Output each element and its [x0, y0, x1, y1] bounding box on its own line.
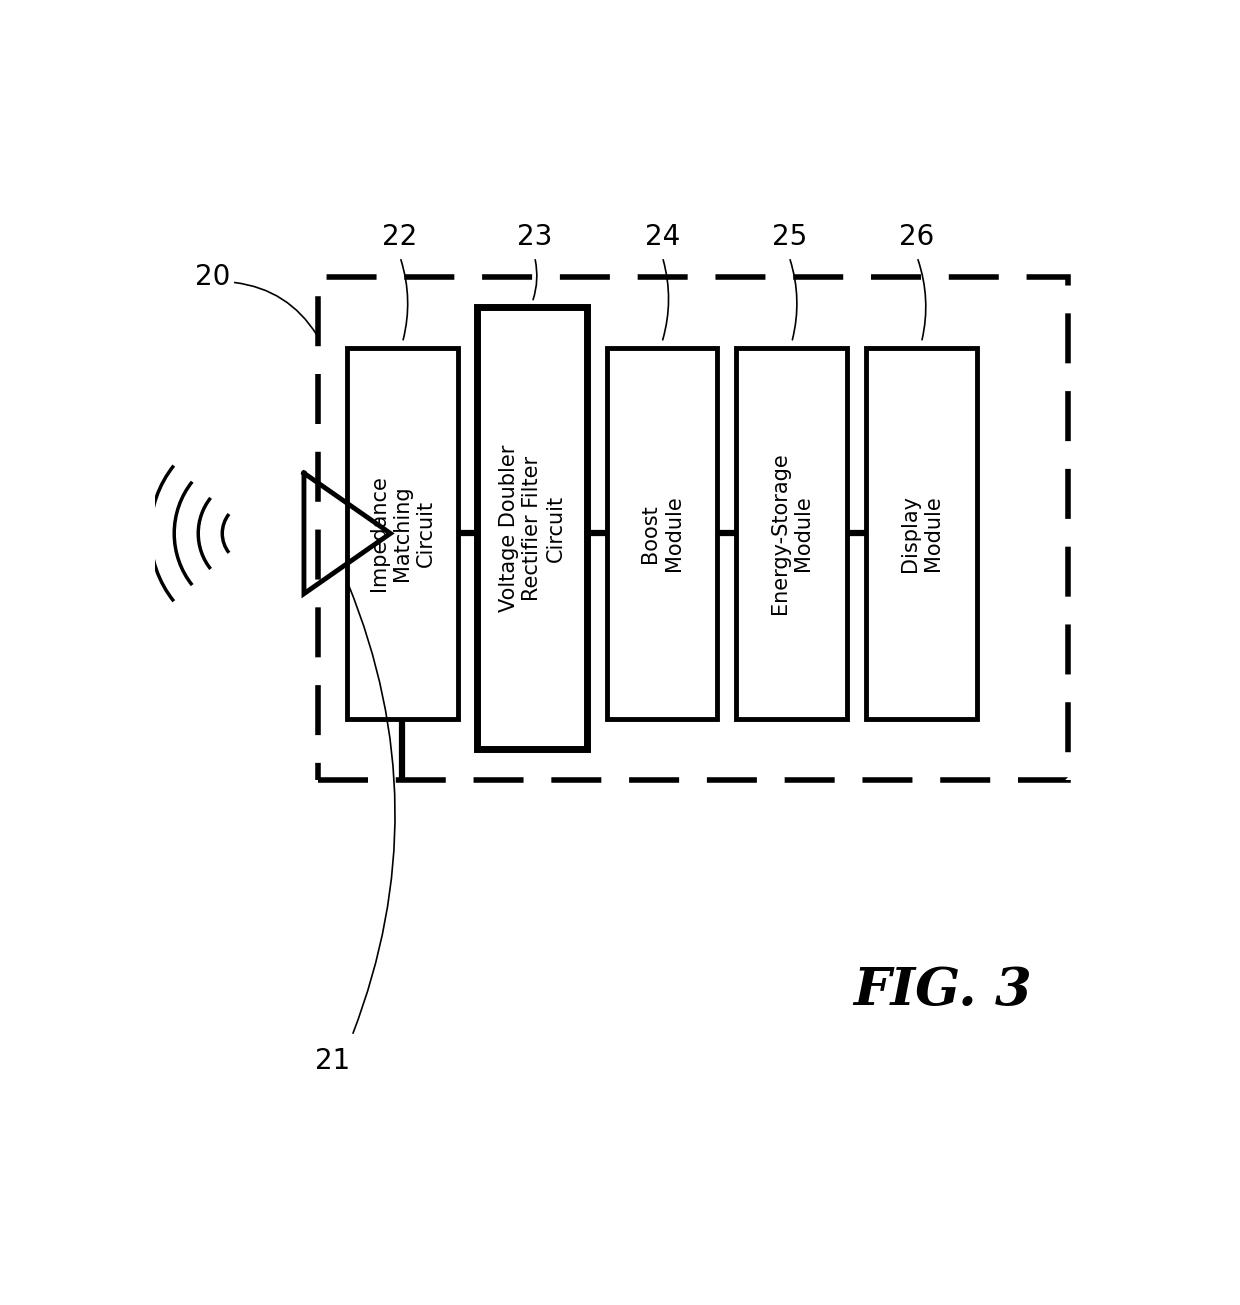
Text: 25: 25 — [771, 223, 807, 251]
Text: 24: 24 — [645, 223, 680, 251]
Bar — [866, 347, 977, 719]
Text: Display
Module: Display Module — [900, 495, 942, 572]
Bar — [347, 347, 458, 719]
Text: 22: 22 — [382, 223, 418, 251]
Text: Energy-Storage
Module: Energy-Storage Module — [770, 453, 813, 615]
Bar — [319, 277, 1068, 779]
Bar — [477, 307, 588, 749]
Text: Voltage Doubler
Rectifier Filter
Circuit: Voltage Doubler Rectifier Filter Circuit — [498, 445, 565, 612]
Bar — [737, 347, 847, 719]
Text: 26: 26 — [899, 223, 935, 251]
Text: FIG. 3: FIG. 3 — [853, 966, 1033, 1017]
Text: Boost
Module: Boost Module — [640, 496, 683, 572]
Text: 23: 23 — [517, 223, 552, 251]
Text: 21: 21 — [315, 1047, 351, 1075]
Bar — [606, 347, 717, 719]
Text: 20: 20 — [195, 264, 231, 291]
Text: Impedance
Matching
Circuit: Impedance Matching Circuit — [370, 475, 435, 591]
